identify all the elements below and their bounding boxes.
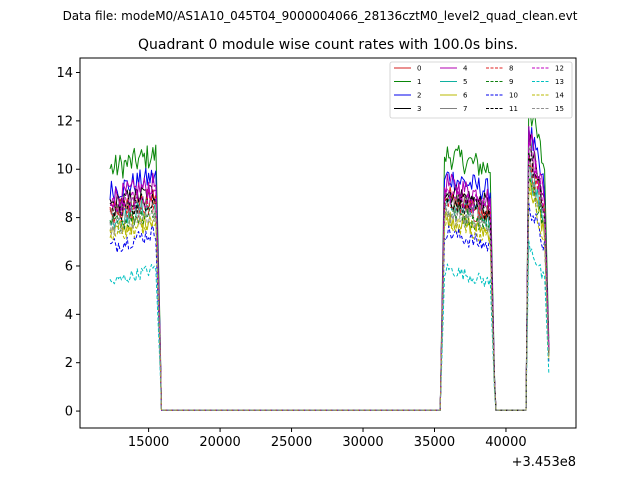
- legend-label: 8: [509, 65, 513, 73]
- plot-frame: [79, 57, 577, 429]
- legend-label: 15: [555, 105, 564, 113]
- x-offset-label: +3.453e8: [512, 455, 576, 470]
- legend-label: 0: [417, 65, 421, 73]
- legend-label: 6: [463, 92, 468, 100]
- y-tick-label: 8: [65, 211, 73, 226]
- y-tick-label: 10: [56, 163, 73, 178]
- y-tick-label: 12: [56, 114, 73, 129]
- legend-label: 12: [555, 65, 564, 73]
- x-tick-label: 35000: [414, 435, 455, 450]
- y-tick-label: 14: [56, 66, 73, 81]
- legend-label: 11: [509, 105, 518, 113]
- x-tick-label: 30000: [342, 435, 383, 450]
- legend-label: 2: [417, 92, 421, 100]
- x-axis: 15000 20000 25000 30000 35000 40000: [128, 428, 527, 450]
- series-line-15: [109, 160, 550, 411]
- legend-label: 14: [555, 92, 564, 100]
- series-layer: [109, 101, 550, 411]
- y-axis: 0 2 4 6 8 10 12 14: [56, 66, 80, 420]
- legend-label: 5: [463, 78, 467, 86]
- legend-box: [389, 61, 573, 119]
- y-tick-label: 6: [65, 259, 73, 274]
- y-tick-label: 4: [65, 308, 73, 323]
- legend-label: 1: [417, 78, 421, 86]
- legend-label: 4: [463, 65, 468, 73]
- legend-label: 13: [555, 78, 564, 86]
- x-tick-label: 25000: [271, 435, 312, 450]
- legend-label: 9: [509, 78, 513, 86]
- y-tick-label: 0: [65, 405, 73, 420]
- x-tick-label: 20000: [199, 435, 240, 450]
- legend-label: 7: [463, 105, 467, 113]
- series-line-13: [109, 240, 550, 411]
- legend-label: 10: [509, 92, 518, 100]
- legend-label: 3: [417, 105, 421, 113]
- x-tick-label: 15000: [128, 435, 169, 450]
- chart-suptitle: Data file: modeM0/AS1A10_045T04_90000040…: [63, 9, 578, 23]
- x-tick-label: 40000: [485, 435, 526, 450]
- chart-title: Quadrant 0 module wise count rates with …: [138, 37, 518, 53]
- y-tick-label: 2: [65, 356, 73, 371]
